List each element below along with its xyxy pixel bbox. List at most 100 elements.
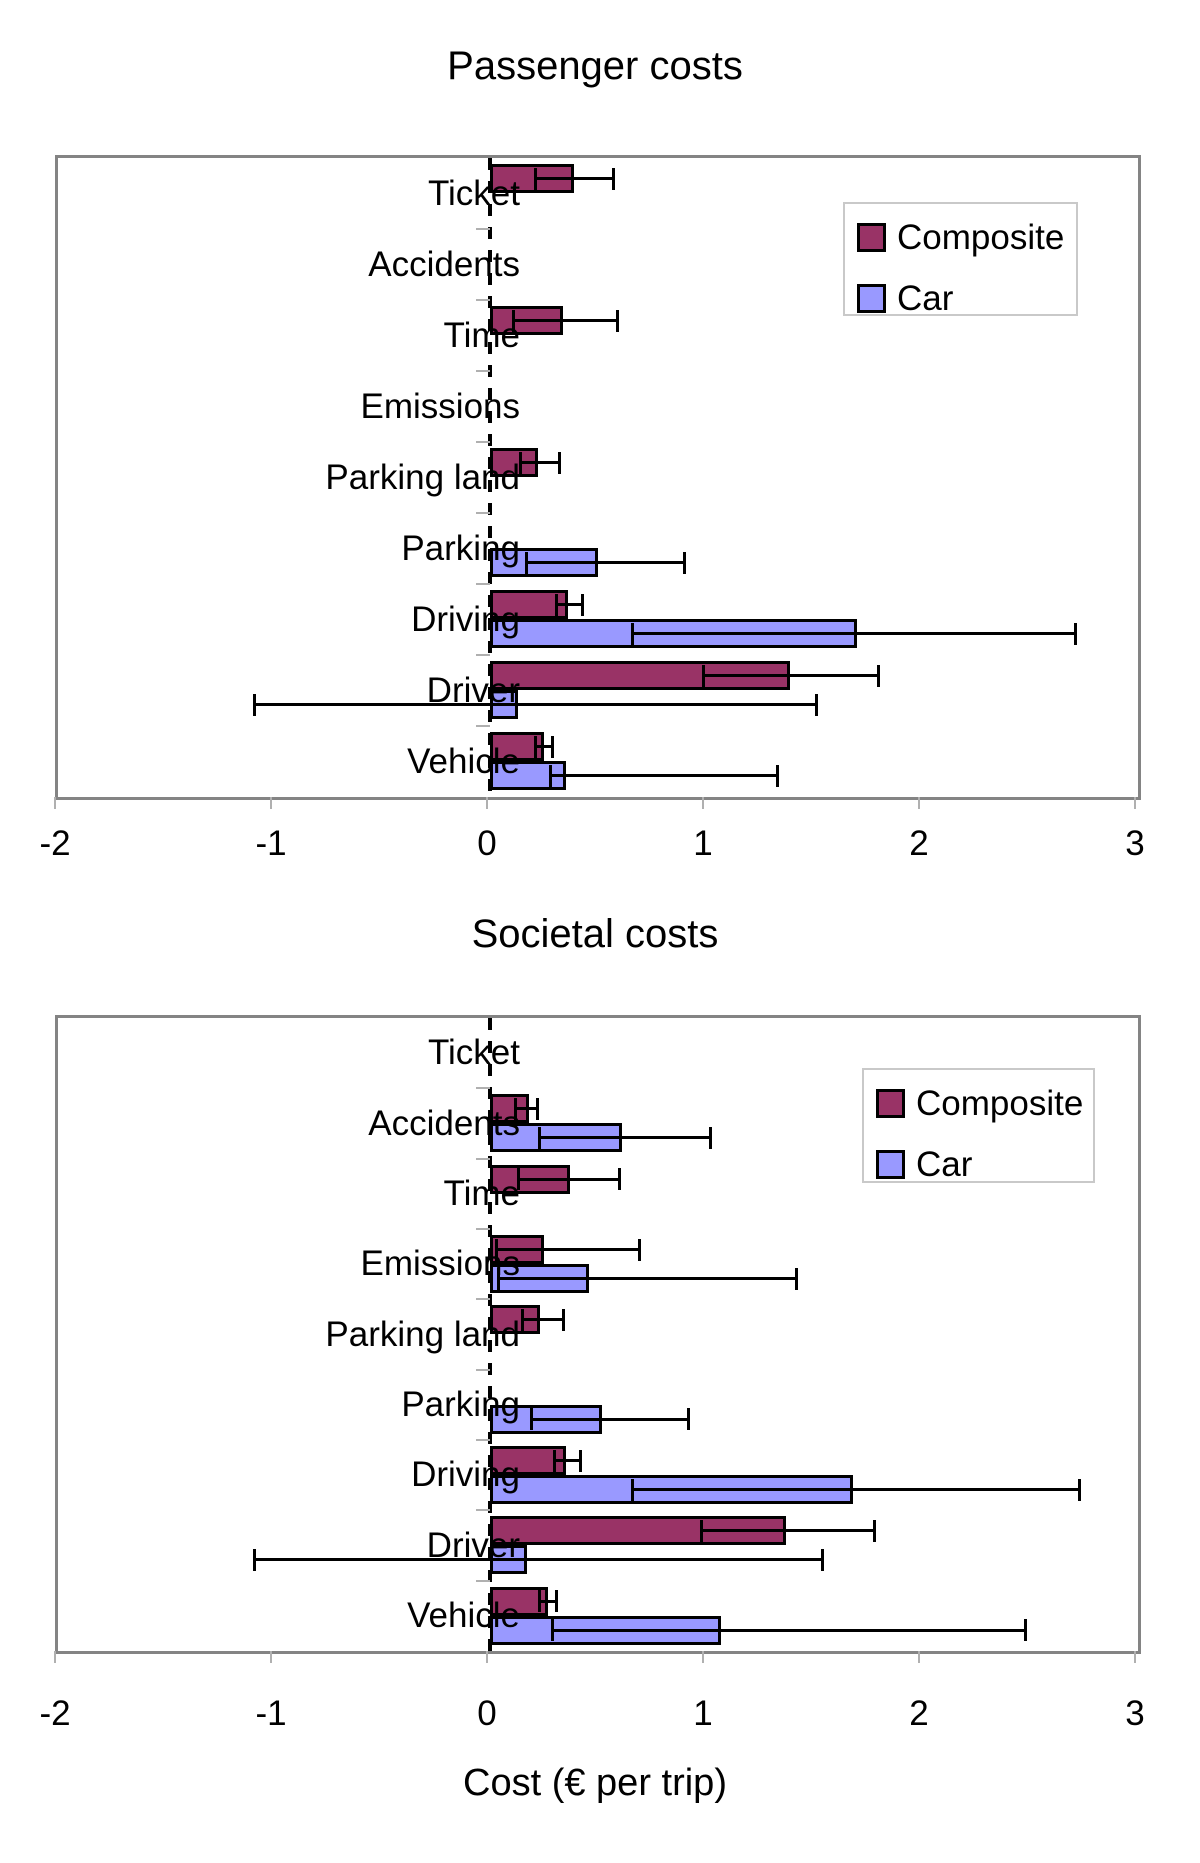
x-axis-tick [486,1651,488,1663]
error-bar [632,1488,1080,1491]
x-tick-label-3: 3 [1125,824,1145,863]
category-axis-tick [476,512,490,514]
category-label-ticket: Ticket [427,1033,520,1073]
category-label-accidents: Accidents [368,244,520,284]
category-axis-tick [476,725,490,727]
error-bar-cap-low [525,551,529,574]
composite-bar-driver [490,1516,786,1546]
x-axis-tick [1134,1651,1136,1663]
passenger-costs-title: Passenger costs [447,44,743,88]
error-bar-cap-high [637,1238,641,1261]
error-bar [539,1136,711,1140]
category-label-parking: Parking [401,528,520,568]
category-axis-tick [476,1087,490,1090]
category-label-emissions: Emissions [360,1244,520,1284]
error-bar [539,1599,557,1603]
error-bar-cap-high [682,551,686,574]
error-bar [556,603,583,606]
error-bar-cap-low [538,1590,542,1613]
legend-label-car: Car [916,1145,973,1184]
error-bar-cap-high [708,1126,712,1149]
error-bar-cap-high [618,1168,622,1191]
error-bar-cap-high [579,1449,583,1472]
category-label-parking-land: Parking land [325,457,520,497]
error-bar [550,774,778,777]
category-label-time: Time [443,1173,520,1213]
x-tick-label-1: 1 [693,1694,713,1733]
error-bar-cap-low [497,1267,501,1290]
error-bar-cap-low [553,1449,557,1472]
societal-costs-title: Societal costs [471,912,719,956]
error-bar-cap-high [1073,622,1077,645]
error-bar-cap-low [631,622,635,645]
category-label-time: Time [443,315,520,355]
x-axis-tick [486,797,488,809]
error-bar-cap-high [877,664,881,687]
zero-axis-dashed-line [488,158,492,797]
category-axis-tick [476,228,490,230]
error-bar-cap-low [494,1238,498,1261]
error-bar [535,177,614,180]
x-axis-title: Cost (€ per trip) [463,1762,727,1804]
category-label-vehicle: Vehicle [407,1595,520,1635]
legend-label-car: Car [897,279,954,318]
x-tick-label--2: -2 [39,824,71,863]
category-label-driver: Driver [426,670,520,710]
error-bar-cap-high [687,1408,691,1431]
error-bar-cap-high [1024,1619,1028,1642]
error-bar-cap-high [821,1548,825,1571]
error-bar-cap-low [700,1519,704,1542]
error-bar-cap-high [814,693,818,716]
error-bar-cap-high [611,167,615,190]
error-bar-cap-low [253,1548,257,1571]
x-axis-tick [54,797,56,809]
category-axis-tick [476,441,490,443]
legend-entry-car: Car [876,1147,1083,1182]
error-bar [254,1558,823,1562]
x-tick-label-1: 1 [693,824,713,863]
legend-swatch-car [876,1150,905,1179]
error-bar [520,461,560,464]
x-tick-label-0: 0 [477,1694,497,1733]
category-axis-tick [476,1579,490,1582]
legend-swatch-composite [876,1089,905,1118]
x-axis-tick [702,1651,704,1663]
error-bar-cap-low [631,1478,635,1501]
error-bar-cap-low [555,593,559,616]
category-label-driving: Driving [411,1455,520,1495]
error-bar [513,319,618,322]
error-bar [554,1459,581,1462]
category-axis-tick [476,1368,490,1371]
legend-entry-composite: Composite [857,220,1066,255]
error-bar-cap-low [533,735,537,758]
error-bar [496,1248,640,1251]
error-bar [703,674,879,677]
x-tick-label-0: 0 [477,824,497,863]
societal-legend: Composite Car [862,1068,1095,1183]
x-axis-tick [1134,797,1136,809]
error-bar [701,1529,875,1533]
x-tick-label-3: 3 [1125,1694,1145,1733]
error-bar-cap-high [536,1097,540,1120]
error-bar [552,1628,1026,1632]
error-bar-cap-low [518,451,522,474]
category-axis-tick [476,1228,490,1230]
error-bar-cap-high [551,735,555,758]
x-tick-label--2: -2 [39,1694,71,1733]
legend-swatch-composite [857,223,886,252]
error-bar-cap-high [561,1308,565,1331]
error-bar-cap-low [548,764,552,787]
error-bar-cap-low [538,1126,542,1149]
error-bar-cap-high [555,1590,559,1613]
category-axis-tick [476,583,490,585]
category-label-parking-land: Parking land [325,1314,520,1354]
error-bar [526,561,685,564]
category-label-driving: Driving [411,599,520,639]
x-tick-label-2: 2 [909,824,929,863]
error-bar-cap-high [615,309,619,332]
error-bar [531,1417,689,1421]
category-label-parking: Parking [401,1384,520,1424]
x-tick-label--1: -1 [255,824,287,863]
error-bar-cap-low [516,1168,520,1191]
